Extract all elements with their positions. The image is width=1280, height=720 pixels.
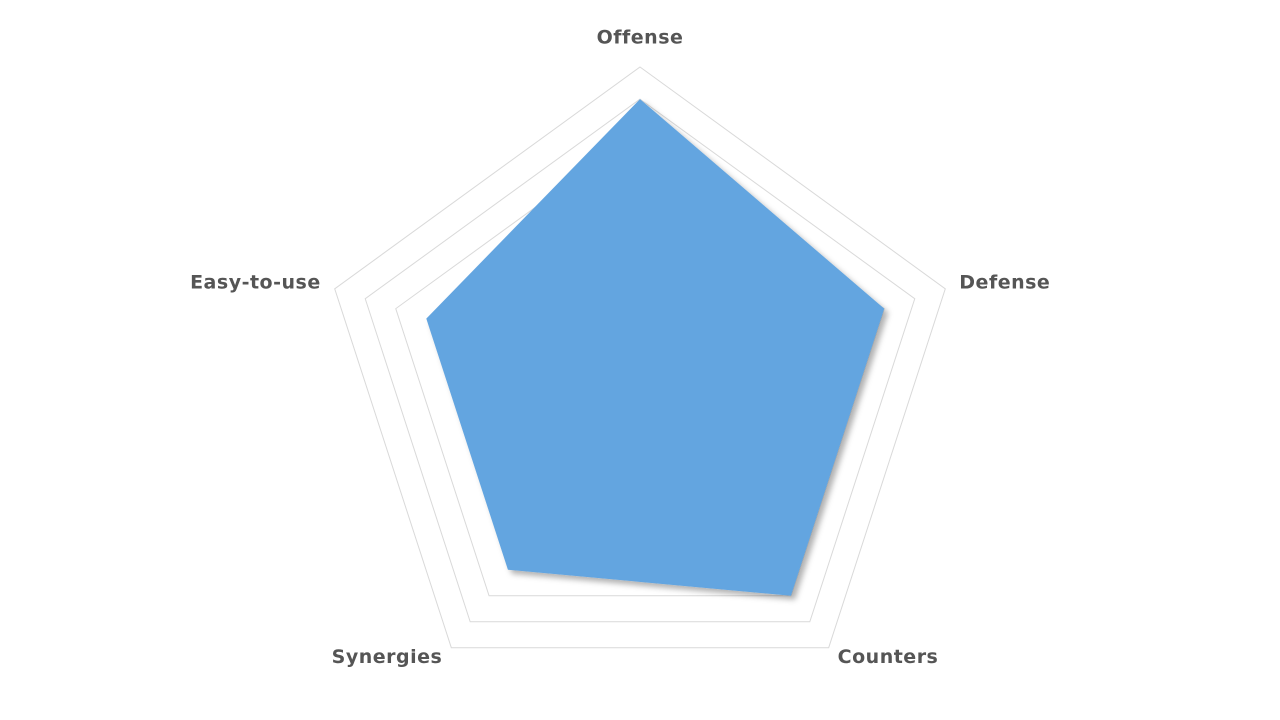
grid-ring	[334, 66, 946, 649]
grid-ring	[364, 98, 916, 623]
axis-label: Synergies	[332, 646, 443, 668]
axis-label: Offense	[597, 27, 684, 49]
axis-label: Defense	[959, 271, 1050, 293]
axis-label: Easy-to-use	[190, 271, 321, 293]
radar-area	[426, 99, 885, 596]
axis-label: Counters	[838, 646, 939, 668]
